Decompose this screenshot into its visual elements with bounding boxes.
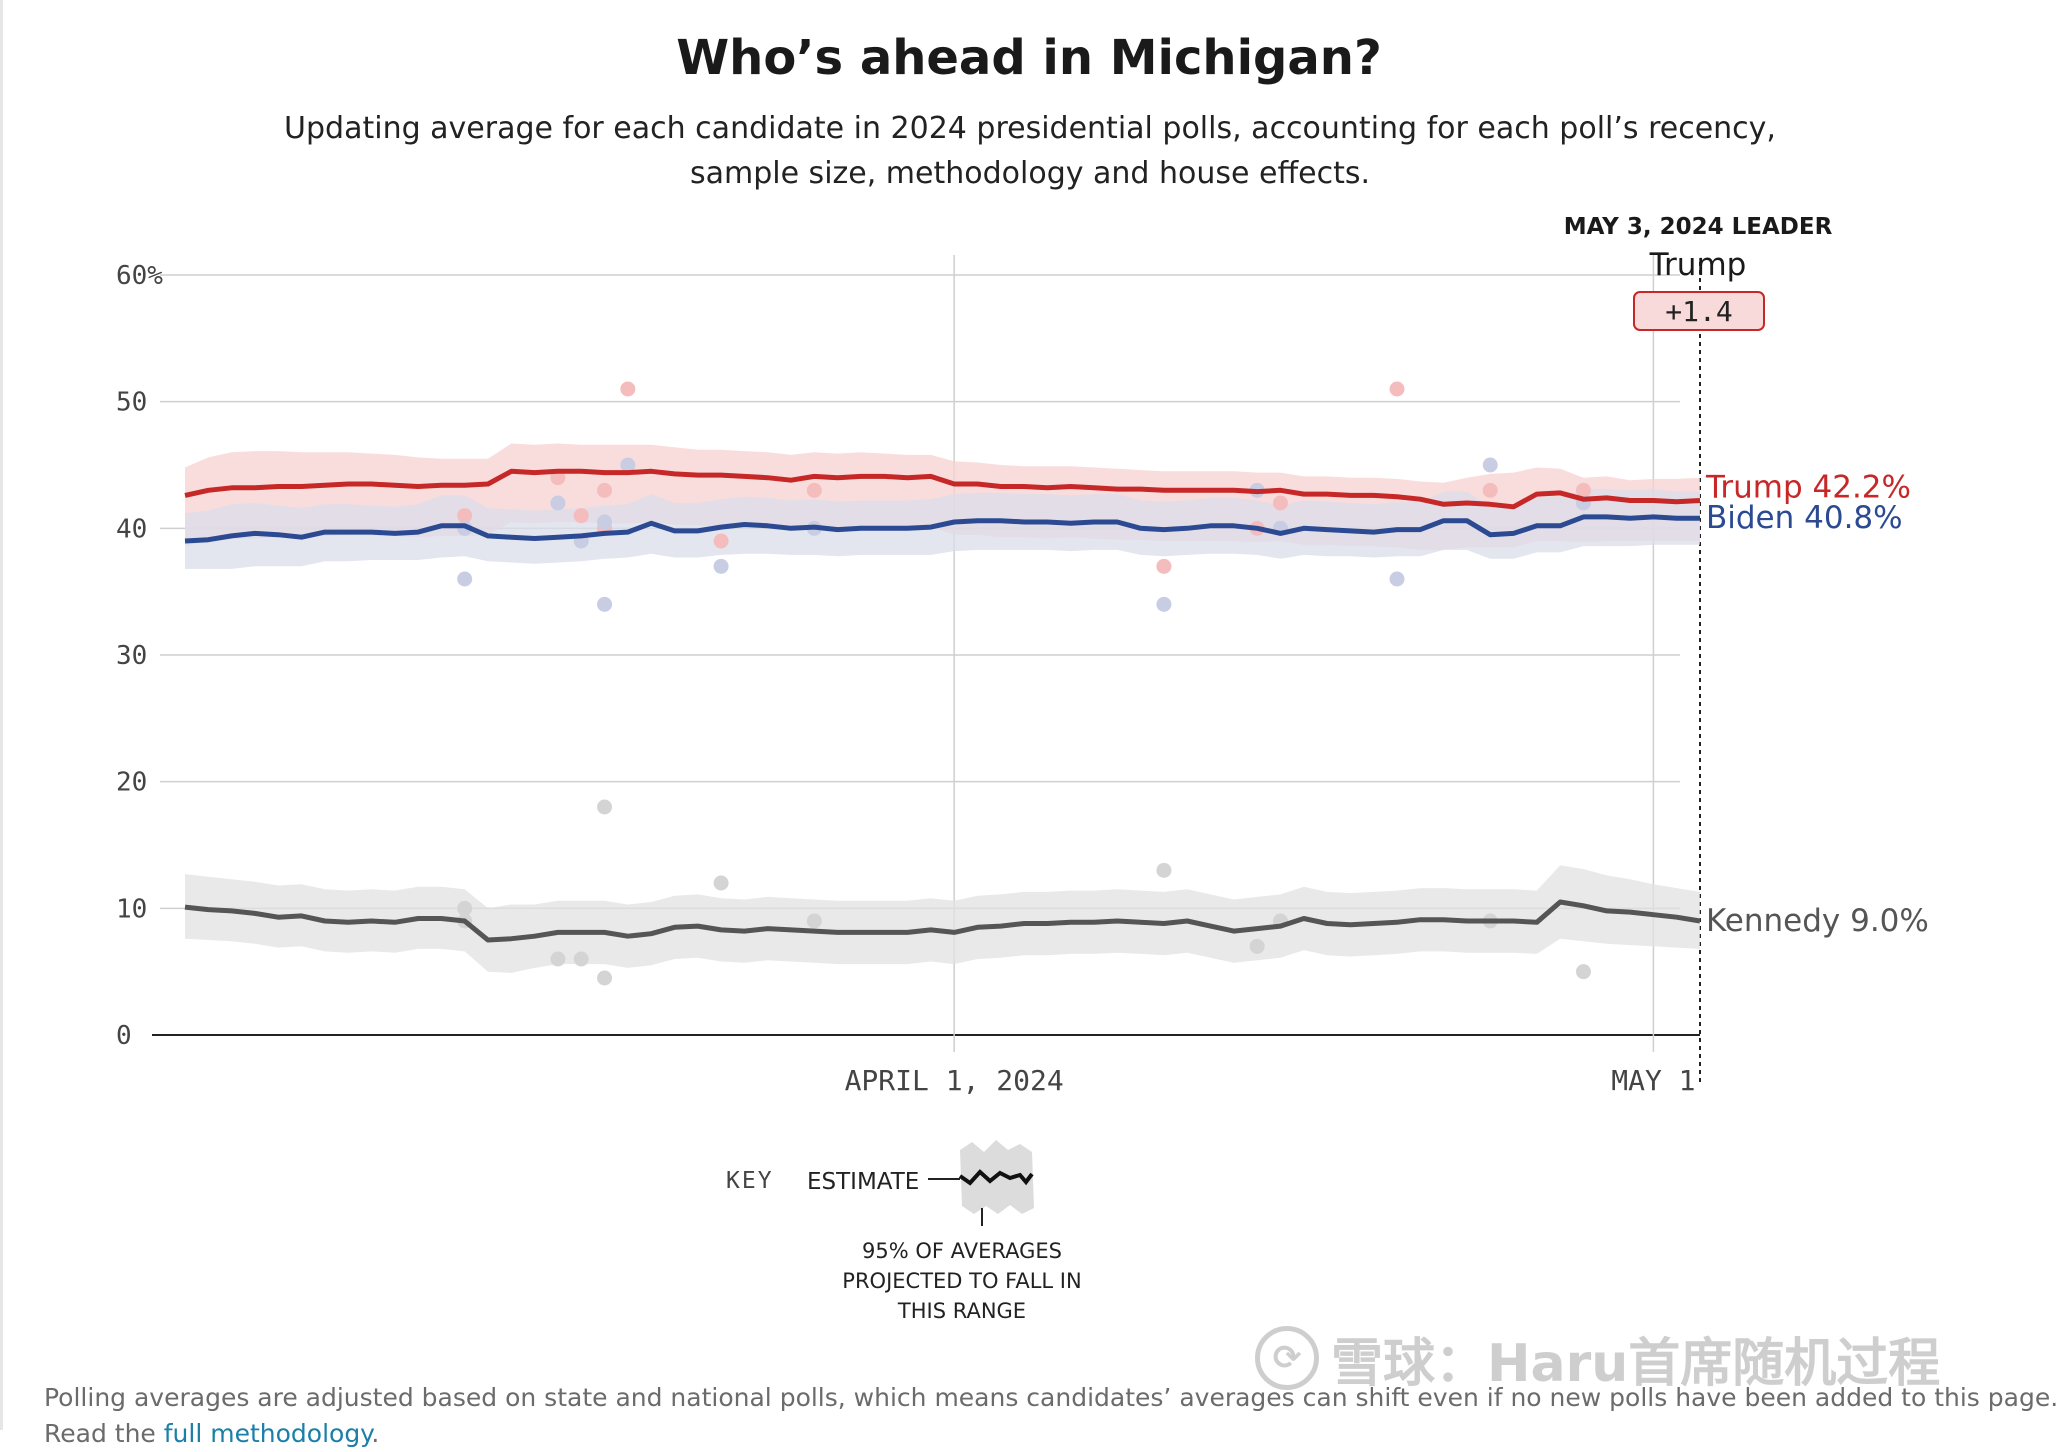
key-estimate-label: ESTIMATE xyxy=(807,1169,919,1195)
biden-average-line xyxy=(184,514,1700,544)
key-range-line-2: PROJECTED TO FALL IN xyxy=(842,1269,1081,1293)
key-estimate-line xyxy=(958,1169,1034,1186)
trump-poll-dot xyxy=(1156,558,1172,574)
trump-poll-dot xyxy=(597,482,613,498)
biden-poll-dot xyxy=(1156,596,1172,612)
biden-poll-dot xyxy=(713,558,729,574)
biden-poll-dot xyxy=(597,596,613,612)
biden-range-band xyxy=(185,489,1700,569)
y-tick-label: 20 xyxy=(116,768,147,798)
snowball-logo-icon: ⟳ xyxy=(1255,1326,1319,1390)
biden-poll-dot xyxy=(550,495,566,511)
x-tick-label: MAY 1 xyxy=(1611,1064,1695,1097)
y-tick-label: 10 xyxy=(116,894,147,924)
trump-poll-dot xyxy=(573,508,589,524)
trump-average-line xyxy=(184,468,1701,510)
y-tick-label: 0 xyxy=(116,1021,132,1051)
trump-poll-dot xyxy=(1482,482,1498,498)
kennedy-range-band xyxy=(185,865,1700,973)
kennedy-poll-dot xyxy=(457,900,473,916)
left-frame-border xyxy=(0,0,3,1430)
leader-margin: +1.4 xyxy=(1665,295,1732,328)
grid-layer: 0 10 20 30 40 50 60% APRIL 1, 2024 MAY 1 xyxy=(116,255,1701,1097)
trump-poll-dot xyxy=(1575,482,1591,498)
kennedy-poll-dot xyxy=(597,970,613,986)
y-tick-label: 50 xyxy=(116,388,147,418)
watermark: ⟳ 雪球：Haru首席随机过程 xyxy=(1255,1318,1940,1398)
biden-poll-dot xyxy=(1482,457,1498,473)
key-range-line-3: THIS RANGE xyxy=(897,1299,1026,1323)
trump-poll-dot xyxy=(806,482,822,498)
kennedy-end-label: Kennedy 9.0% xyxy=(1706,903,1929,939)
trump-poll-dot xyxy=(457,508,473,524)
y-tick-label: 30 xyxy=(116,641,147,671)
trump-poll-dot xyxy=(620,381,636,397)
leader-name: Trump xyxy=(1649,247,1747,283)
kennedy-poll-dot xyxy=(573,951,589,967)
biden-poll-dot xyxy=(1389,571,1405,587)
x-tick-label: APRIL 1, 2024 xyxy=(845,1064,1064,1097)
methodology-link[interactable]: full methodology xyxy=(163,1419,372,1448)
trump-end-label: Trump 42.2% xyxy=(1705,469,1911,505)
poll-dots xyxy=(457,381,1591,986)
footnote-suffix: . xyxy=(371,1419,380,1448)
y-tick-label: 40 xyxy=(116,514,147,544)
trump-poll-dot xyxy=(1389,381,1405,397)
kennedy-poll-dot xyxy=(1156,862,1172,878)
biden-poll-dot xyxy=(597,514,613,530)
kennedy-poll-dot xyxy=(806,913,822,929)
biden-end-label: Biden 40.8% xyxy=(1706,500,1903,536)
biden-poll-dot xyxy=(620,457,636,473)
leader-title: MAY 3, 2024 LEADER xyxy=(1564,214,1833,240)
key-range-line-1: 95% OF AVERAGES xyxy=(862,1239,1062,1263)
kennedy-poll-dot xyxy=(550,951,566,967)
watermark-text: 雪球：Haru首席随机过程 xyxy=(1331,1333,1941,1394)
trump-poll-dot xyxy=(713,533,729,549)
chart-key: KEY ESTIMATE 95% OF AVERAGES PROJECTED T… xyxy=(726,1140,1082,1323)
footnote-prefix: Read the xyxy=(44,1419,164,1448)
leader-box: MAY 3, 2024 LEADER Trump +1.4 xyxy=(1564,214,1833,331)
end-labels: Trump 42.2%Biden 40.8% Kennedy 9.0% xyxy=(1705,469,1929,939)
kennedy-poll-dot xyxy=(1575,964,1591,980)
leader-margin-badge xyxy=(1633,291,1765,331)
trump-poll-dot xyxy=(1272,495,1288,511)
polling-average-chart: 0 10 20 30 40 50 60% APRIL 1, 2024 MAY 1 Trump 4… xyxy=(116,214,1929,1323)
key-word: KEY xyxy=(726,1168,774,1194)
footnote: Polling averages are adjusted based on s… xyxy=(44,1380,2058,1452)
chart-title: Who’s ahead in Michigan? xyxy=(676,30,1382,86)
y-tick-label: 60% xyxy=(116,261,163,291)
chart-subtitle: Updating average for each candidate in 2… xyxy=(284,111,1776,191)
biden-poll-dot xyxy=(457,571,473,587)
kennedy-average-line xyxy=(184,899,1701,943)
kennedy-poll-dot xyxy=(597,799,613,815)
average-lines xyxy=(184,468,1701,943)
footnote-text: Polling averages are adjusted based on s… xyxy=(44,1383,2058,1412)
kennedy-poll-dot xyxy=(1249,938,1265,954)
kennedy-poll-dot xyxy=(713,875,729,891)
